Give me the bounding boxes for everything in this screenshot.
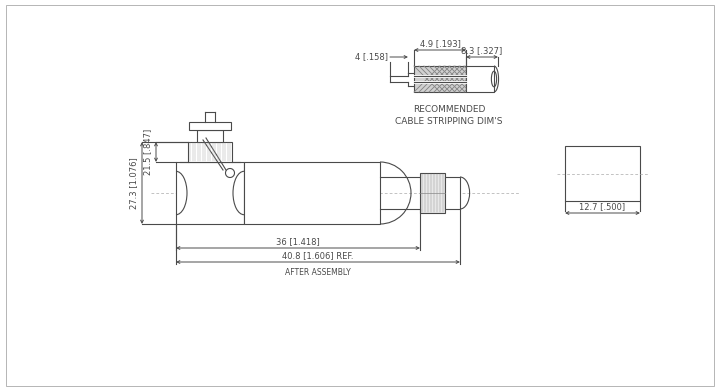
Text: AFTER ASSEMBLY: AFTER ASSEMBLY xyxy=(285,268,351,277)
Text: 21.5 [.847]: 21.5 [.847] xyxy=(143,129,152,175)
Text: 4.9 [.193]: 4.9 [.193] xyxy=(420,39,460,48)
Text: 36 [1.418]: 36 [1.418] xyxy=(276,237,320,246)
Text: 40.8 [1.606] REF.: 40.8 [1.606] REF. xyxy=(282,251,354,260)
Bar xyxy=(188,142,232,162)
Bar xyxy=(445,177,460,209)
Text: RECOMMENDED: RECOMMENDED xyxy=(413,106,485,115)
Bar xyxy=(565,146,640,201)
Bar xyxy=(420,173,445,213)
Text: CABLE STRIPPING DIM'S: CABLE STRIPPING DIM'S xyxy=(395,118,503,127)
Bar xyxy=(176,162,244,224)
Bar xyxy=(197,130,223,142)
Text: 12.7 [.500]: 12.7 [.500] xyxy=(580,202,626,211)
Text: 8.3 [.327]: 8.3 [.327] xyxy=(462,46,503,55)
Bar xyxy=(466,66,494,92)
Text: 4 [.158]: 4 [.158] xyxy=(355,52,388,61)
Bar xyxy=(244,162,380,224)
Text: 27.3 [1.076]: 27.3 [1.076] xyxy=(129,157,138,209)
Bar xyxy=(414,66,466,92)
Bar xyxy=(189,122,231,130)
